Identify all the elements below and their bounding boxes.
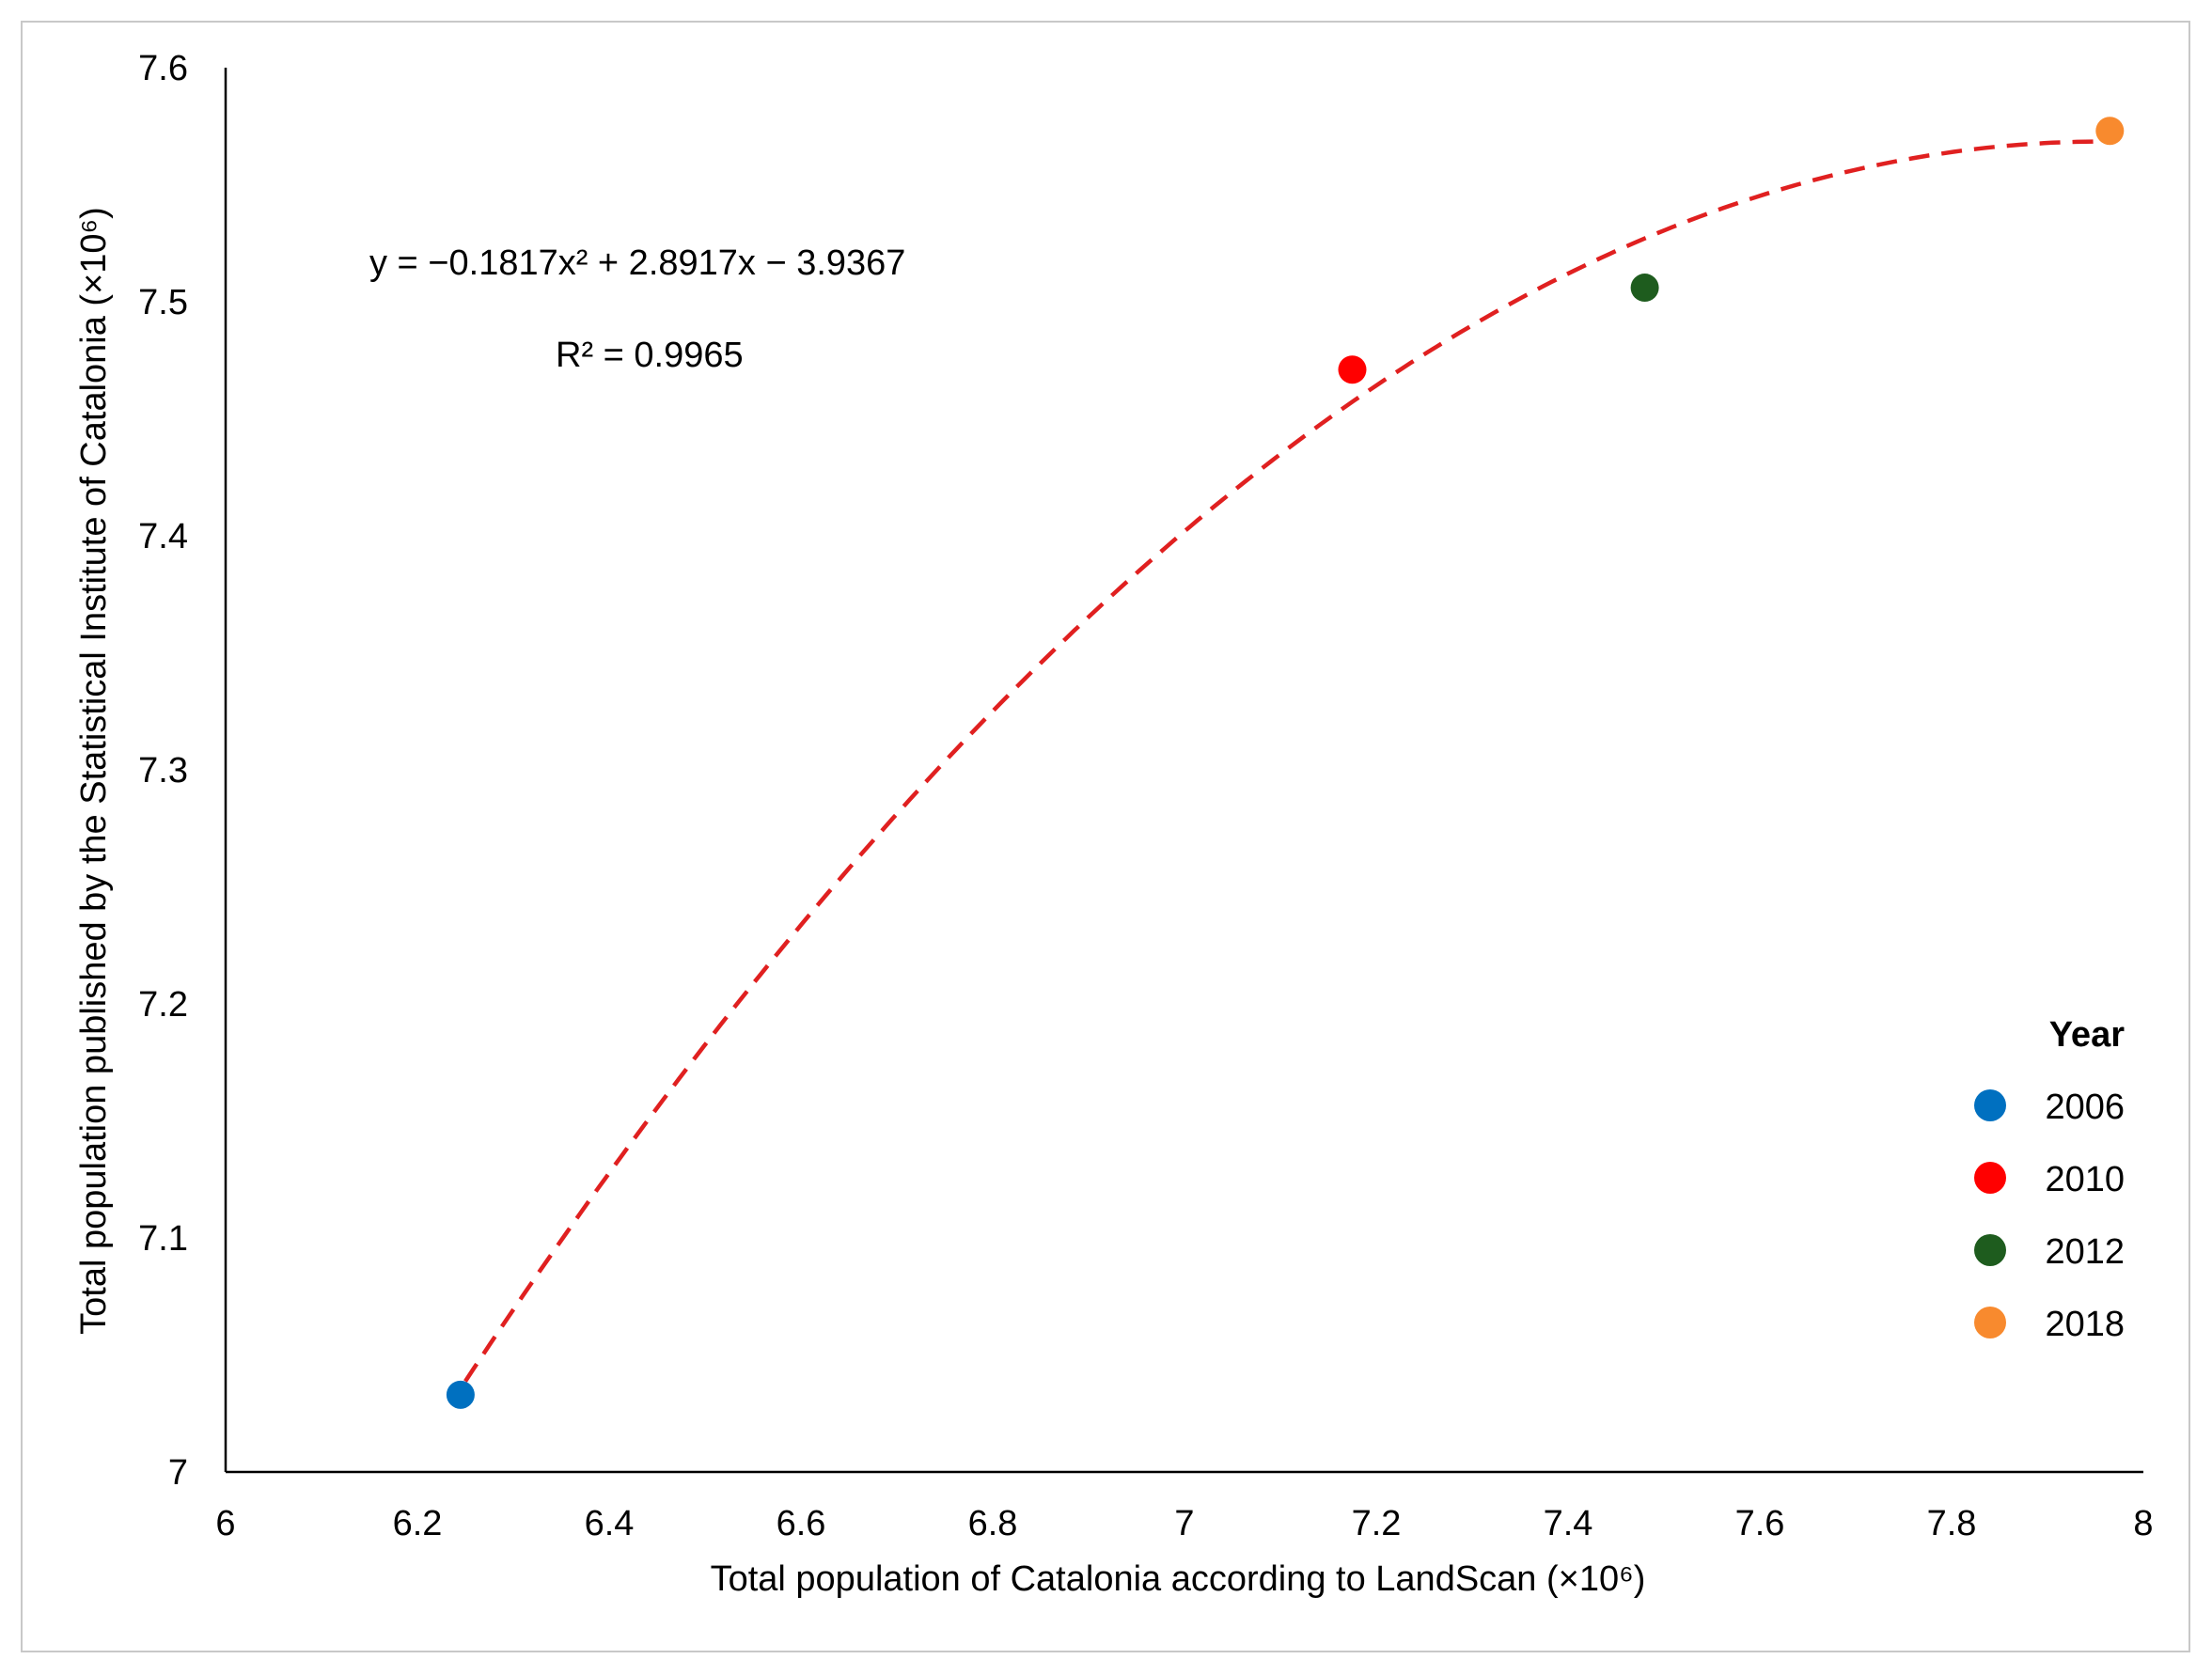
legend-label-2006: 2006: [2045, 1088, 2125, 1127]
data-points: [446, 117, 2125, 1409]
trendline-path: [463, 139, 2110, 1383]
legend-title: Year: [2049, 1015, 2126, 1055]
legend-label-2010: 2010: [2045, 1160, 2125, 1199]
x-tick-label: 6.8: [968, 1504, 1018, 1543]
x-tick-label: 7: [1174, 1504, 1194, 1543]
x-tick-label: 7.2: [1352, 1504, 1402, 1543]
x-tick-label: 6.4: [585, 1504, 635, 1543]
data-point-2010: [1338, 355, 1367, 384]
tick-labels: 6 6.2 6.4 6.6 6.8 7 7.2 7.4 7.6 7.8 8 7 7.1 7.2 7.3 7.4…: [138, 49, 2153, 1543]
y-tick-label: 7.2: [138, 985, 188, 1025]
trendline-equation: y = −0.1817x² + 2.8917x − 3.9367: [369, 243, 905, 283]
y-tick-label: 7: [168, 1453, 188, 1493]
y-tick-label: 7.3: [138, 751, 188, 791]
x-tick-label: 8: [2133, 1504, 2153, 1543]
y-tick-label: 7.4: [138, 517, 188, 556]
x-tick-label: 7.4: [1544, 1504, 1593, 1543]
r-squared-label: R² = 0.9965: [556, 336, 744, 375]
x-tick-label: 6.6: [777, 1504, 826, 1543]
legend-marker-2018: [1974, 1307, 2006, 1338]
y-tick-label: 7.1: [138, 1219, 188, 1259]
chart-frame: [21, 21, 2190, 1652]
legend-marker-2006: [1974, 1089, 2006, 1121]
data-point-2012: [1630, 274, 1659, 303]
x-tick-label: 6.2: [393, 1504, 443, 1543]
legend-label-2012: 2012: [2045, 1232, 2125, 1272]
y-tick-label: 7.6: [138, 49, 188, 88]
y-axis-title: Total population published by the Statis…: [74, 207, 114, 1335]
trendline: [463, 139, 2110, 1383]
data-point-2006: [446, 1380, 475, 1409]
axes: [224, 68, 2143, 1474]
x-axis-title: Total population of Catalonia according …: [711, 1559, 1646, 1599]
x-tick-label: 7.8: [1927, 1504, 1977, 1543]
legend-marker-2010: [1974, 1162, 2006, 1194]
x-tick-label: 6: [215, 1504, 235, 1543]
y-tick-label: 7.5: [138, 283, 188, 322]
legend-marker-2012: [1974, 1234, 2006, 1266]
legend-label-2018: 2018: [2045, 1305, 2125, 1344]
x-tick-label: 7.6: [1735, 1504, 1785, 1543]
data-point-2018: [2095, 117, 2125, 146]
legend: Year 2006 2010 2012 2018: [1974, 1015, 2125, 1344]
